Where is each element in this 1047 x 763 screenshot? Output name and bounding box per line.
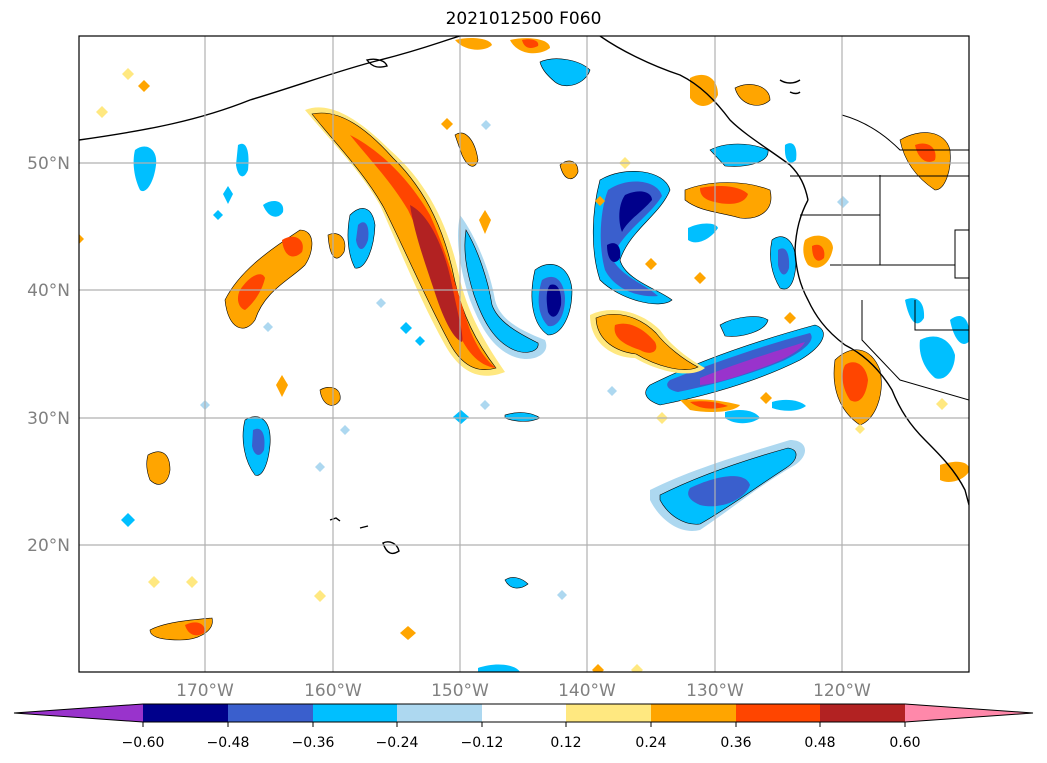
graticule (79, 36, 969, 672)
colorbar-extend-high (905, 704, 1033, 722)
political-borders (790, 36, 969, 401)
colorbar-segment (397, 704, 482, 722)
colorbar-extend-low (14, 704, 143, 722)
colorbar-segment (566, 704, 651, 722)
lon-label-120w: 120°W (813, 681, 871, 701)
small-contour-markers (79, 68, 948, 672)
north-america-west-coast (794, 199, 969, 506)
coastlines (79, 36, 969, 555)
colorbar-tick-label: 0.24 (635, 735, 666, 751)
colorbar-tick-label: −0.60 (122, 735, 165, 751)
alaska-coast (79, 36, 461, 141)
lat-label-20n: 20°N (27, 536, 70, 556)
colorbar-tick-label: 0.12 (550, 735, 581, 751)
colorbar-tick-label: 0.48 (804, 735, 835, 751)
colorbar-tick-label: −0.12 (461, 735, 504, 751)
colorbar-segment (820, 704, 905, 722)
lon-label-150w: 150°W (431, 681, 489, 701)
colorbar-tick-label: −0.24 (376, 735, 419, 751)
colorbar-segment (736, 704, 820, 722)
colorbar-segment (228, 704, 313, 722)
contour-field (79, 36, 969, 672)
map-title: 2021012500 F060 (445, 9, 602, 29)
lon-label-160w: 160°W (304, 681, 362, 701)
lon-label-140w: 140°W (558, 681, 616, 701)
colorbar-tick-label: 0.36 (720, 735, 751, 751)
lon-label-170w: 170°W (176, 681, 234, 701)
colorbar-tick-label: −0.36 (292, 735, 335, 751)
colorbar-segment (651, 704, 736, 722)
colorbar-tick-label: 0.60 (889, 735, 920, 751)
colorbar-tick-label: −0.48 (207, 735, 250, 751)
colorbar-segment (143, 704, 228, 722)
lat-label-30n: 30°N (27, 409, 70, 429)
lon-label-130w: 130°W (686, 681, 744, 701)
lat-label-40n: 40°N (27, 281, 70, 301)
map-frame (78, 35, 970, 673)
colorbar-segment (313, 704, 397, 722)
colorbar: −0.60 −0.48 −0.36 −0.24 −0.12 0.12 0.24 … (13, 703, 1034, 751)
hawaii-coast (329, 517, 400, 555)
colorbar-segment (482, 704, 566, 722)
lat-label-50n: 50°N (27, 154, 70, 174)
